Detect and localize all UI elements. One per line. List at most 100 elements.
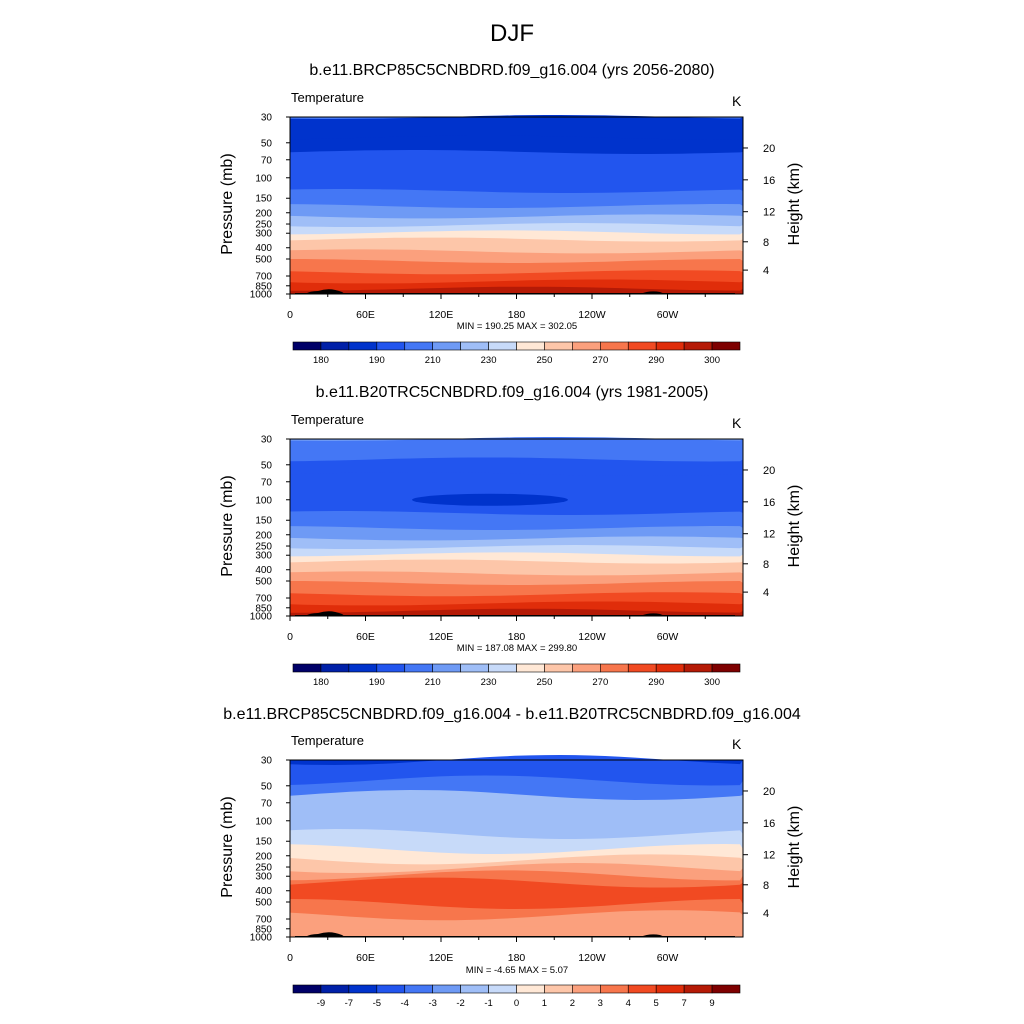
panel1-y-tick-label: 70 xyxy=(261,155,273,166)
panel1-x-tick-label: 60W xyxy=(657,309,679,321)
panel1-x-tick-label: 120E xyxy=(429,309,454,321)
panel2-y-tick-label: 700 xyxy=(255,593,272,604)
panel3-colorbar-box xyxy=(600,984,629,994)
panel2-colorbar-box xyxy=(683,663,713,673)
panel2-plot-area: 3050701001502002503004005007008501000201… xyxy=(250,435,776,689)
panel3-y-tick-label: 100 xyxy=(255,816,272,827)
panel1-contour-band-14 xyxy=(290,286,743,294)
panel3-contour-band-14 xyxy=(290,926,743,937)
panel2-cold-core xyxy=(412,493,568,506)
panel1-colorbar-label: 300 xyxy=(704,355,720,366)
panel1-y-tick-label: 150 xyxy=(255,194,272,205)
panel2-colorbar-box xyxy=(627,663,657,673)
panel1-colorbar-box xyxy=(404,341,433,351)
panel1-x-tick-label: 60E xyxy=(356,309,375,321)
panel3-colorbar-box xyxy=(711,984,741,994)
panel3-y-tick-label: 1000 xyxy=(250,933,273,944)
panel3-colorbar-box xyxy=(376,984,406,994)
panel3-y-tick-label: 500 xyxy=(255,898,272,909)
panel2-colorbar-box xyxy=(460,663,489,673)
panel1-y-tick-label: 400 xyxy=(255,243,272,254)
panel3-y-tick-label: 700 xyxy=(255,914,272,925)
panel3-colorbar-box xyxy=(320,984,350,994)
panel1-plot-area: 3050701001502002503004005007008501000201… xyxy=(250,113,776,367)
panel3-units-label: K xyxy=(732,736,742,752)
panel3-y-tick-label: 850 xyxy=(255,924,272,935)
panel2-variable-label: Temperature xyxy=(291,412,364,427)
panel2-colorbar-box xyxy=(376,663,406,673)
panel1-y-right-tick-label: 12 xyxy=(763,207,775,219)
panel3-y-tick-label: 200 xyxy=(255,851,272,862)
panel2-x-tick-label: 120E xyxy=(429,631,454,643)
panel3-colorbar-label: 0 xyxy=(514,998,519,1009)
panel1-colorbar-label: 210 xyxy=(425,355,441,366)
panel1-y-right-tick-label: 4 xyxy=(763,265,769,277)
panel3-colorbar-label: -5 xyxy=(373,998,381,1009)
panel3-y-tick-label: 30 xyxy=(261,756,273,767)
panel3-y-tick-label: 300 xyxy=(255,872,272,883)
panel1-y-right-tick-label: 8 xyxy=(763,237,769,249)
panel3-variable-label: Temperature xyxy=(291,733,364,748)
panel3-y-tick-label: 250 xyxy=(255,863,272,874)
panel2-y-tick-label: 30 xyxy=(261,435,273,446)
panel1-colorbar-box xyxy=(627,341,657,351)
panel3-colorbar-label: 9 xyxy=(709,998,714,1009)
panel1-colorbar-box xyxy=(348,341,378,351)
panel1-x-tick-label: 180 xyxy=(508,309,526,321)
panel2-colorbar-label: 270 xyxy=(592,677,608,688)
panel3-colorbar-label: 1 xyxy=(542,998,547,1009)
panel1-colorbar-box xyxy=(600,341,629,351)
panel2-colorbar-box xyxy=(516,663,545,673)
panel1-y-tick-label: 30 xyxy=(261,113,273,124)
panel1-colorbar-box xyxy=(376,341,406,351)
panel3-colorbar-label: -7 xyxy=(345,998,353,1009)
panel1-colorbar-label: 290 xyxy=(648,355,664,366)
panel3-x-tick-label: 120W xyxy=(578,952,606,964)
panel1-colorbar-label: 190 xyxy=(369,355,385,366)
panel1-colorbar-box xyxy=(432,341,461,351)
panel2-y-tick-label: 250 xyxy=(255,542,272,553)
panel3-x-tick-label: 60W xyxy=(657,952,679,964)
panel1-y-tick-label: 200 xyxy=(255,208,272,219)
panel3-colorbar-box xyxy=(572,984,601,994)
panel1-colorbar-label: 270 xyxy=(592,355,608,366)
panel2-colorbar-box xyxy=(711,663,741,673)
panel3-x-tick-label: 120E xyxy=(429,952,454,964)
panel3-y-tick-label: 50 xyxy=(261,781,273,792)
panel1-colorbar-label: 250 xyxy=(537,355,553,366)
panel2-min-max: MIN = 187.08 MAX = 299.80 xyxy=(456,643,578,654)
panel1-colorbar-box xyxy=(516,341,545,351)
panel3-colorbar-box xyxy=(544,984,573,994)
panel3-colorbar-box xyxy=(627,984,657,994)
panel2-x-tick-label: 60E xyxy=(356,631,375,643)
panel1-x-tick-label: 120W xyxy=(578,309,606,321)
panel3-y-tick-label: 400 xyxy=(255,886,272,897)
panel1-terrain-1 xyxy=(305,289,345,294)
panel2-colorbar-box xyxy=(432,663,461,673)
panel3-x-tick-label: 180 xyxy=(508,952,526,964)
panel2-y-right-tick-label: 4 xyxy=(763,587,769,599)
panel2-y-tick-label: 150 xyxy=(255,516,272,527)
panel1-y-tick-label: 300 xyxy=(255,229,272,240)
panel1-colorbar-box xyxy=(320,341,350,351)
panel1-x-tick-label: 0 xyxy=(287,309,293,321)
panel3-y-right-tick-label: 20 xyxy=(763,786,775,798)
panel1-y-right-tick-label: 16 xyxy=(763,175,775,187)
panel3-plot-area: 3050701001502002503004005007008501000201… xyxy=(250,755,775,1009)
panel1-colorbar-label: 180 xyxy=(313,355,329,366)
panel2-colorbar-box xyxy=(320,663,350,673)
panel2-colorbar-box xyxy=(572,663,601,673)
panel3-colorbar-box xyxy=(516,984,545,994)
panel2-colorbar-box xyxy=(292,663,322,673)
panel2-colorbar-box xyxy=(544,663,573,673)
panel2-colorbar-label: 210 xyxy=(425,677,441,688)
panel1-variable-label: Temperature xyxy=(291,90,364,105)
panel2-colorbar-label: 290 xyxy=(648,677,664,688)
panel1-colorbar-box xyxy=(460,341,489,351)
panel3-y-tick-label: 150 xyxy=(255,837,272,848)
panel3-colorbar-box xyxy=(432,984,461,994)
panel2-colorbar-label: 250 xyxy=(537,677,553,688)
panel2-x-tick-label: 60W xyxy=(657,631,679,643)
